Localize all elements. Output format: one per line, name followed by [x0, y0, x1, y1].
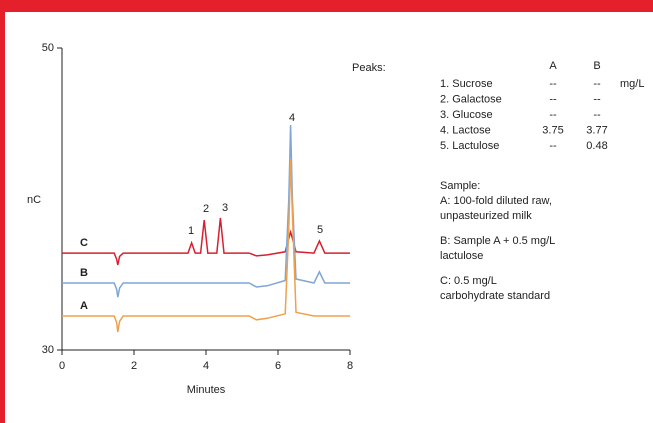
sample-text: carbohydrate standard: [440, 290, 550, 302]
table-cell: --: [549, 109, 557, 121]
peak-label: 3: [222, 202, 228, 214]
table-cell: 5. Lactulose: [440, 140, 499, 152]
table-cell: --: [549, 93, 557, 105]
sample-text: B: Sample A + 0.5 mg/L: [440, 235, 555, 247]
peak-label: 5: [317, 224, 323, 236]
table-column: A: [549, 60, 557, 72]
table-unit: mg/L: [620, 78, 644, 90]
top-band: [0, 0, 653, 12]
x-tick-label: 2: [131, 360, 137, 372]
x-tick-label: 8: [347, 360, 353, 372]
table-cell: --: [549, 140, 557, 152]
y-tick-label: 50: [42, 42, 54, 54]
trace: [62, 124, 350, 298]
table-title: Peaks:: [352, 62, 386, 74]
series-label: B: [80, 267, 88, 279]
table-cell: --: [593, 93, 601, 105]
left-band: [0, 0, 5, 423]
trace: [62, 159, 350, 333]
y-tick-label: 30: [42, 344, 54, 356]
table-cell: 3.77: [586, 124, 607, 136]
x-tick-label: 0: [59, 360, 65, 372]
series-label: C: [80, 237, 88, 249]
series-label: A: [80, 300, 88, 312]
table-column: B: [593, 60, 600, 72]
sample-text: lactulose: [440, 250, 483, 262]
trace: [62, 217, 350, 266]
peak-label: 1: [188, 225, 194, 237]
table-cell: --: [593, 109, 601, 121]
peak-label: 4: [289, 112, 295, 124]
table-cell: 4. Lactose: [440, 124, 491, 136]
x-tick-label: 4: [203, 360, 209, 372]
sample-text: A: 100-fold diluted raw,: [440, 195, 552, 207]
table-cell: --: [593, 78, 601, 90]
table-cell: 3.75: [542, 124, 563, 136]
table-cell: --: [549, 78, 557, 90]
sample-text: unpasteurized milk: [440, 210, 532, 222]
sample-title: Sample:: [440, 180, 480, 192]
table-cell: 0.48: [586, 140, 607, 152]
peak-label: 2: [203, 203, 209, 215]
table-cell: 2. Galactose: [440, 93, 502, 105]
x-tick-label: 6: [275, 360, 281, 372]
sample-text: C: 0.5 mg/L: [440, 275, 497, 287]
y-axis-label: nC: [27, 194, 41, 206]
table-cell: 1. Sucrose: [440, 78, 493, 90]
table-cell: 3. Glucose: [440, 109, 493, 121]
x-axis-label: Minutes: [187, 384, 226, 396]
